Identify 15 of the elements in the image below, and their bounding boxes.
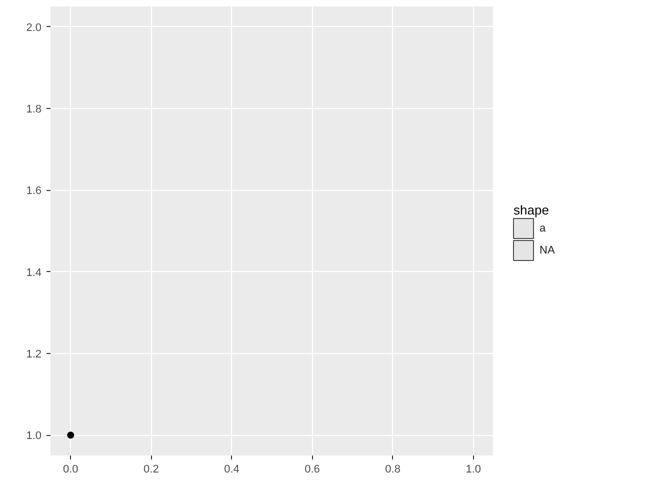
x-tick-label: 1.0 [466,464,482,476]
y-tick-label: 2.0 [26,22,42,34]
x-tick-label: 0.6 [304,464,320,476]
legend-label: NA [540,244,556,256]
y-tick-label: 1.8 [26,104,42,116]
y-tick-label: 1.2 [26,348,42,360]
y-tick-label: 1.6 [26,185,42,198]
x-tick-label: 0.2 [144,464,159,476]
legend-title: shape [514,202,549,218]
x-tick-label: 0.8 [385,464,400,476]
y-tick-label: 1.4 [26,266,42,279]
legend-label: a [540,222,546,234]
x-tick-label: 0.4 [224,464,240,476]
x-tick-label: 0.0 [62,464,78,476]
y-tick-label: 1.0 [26,430,42,442]
